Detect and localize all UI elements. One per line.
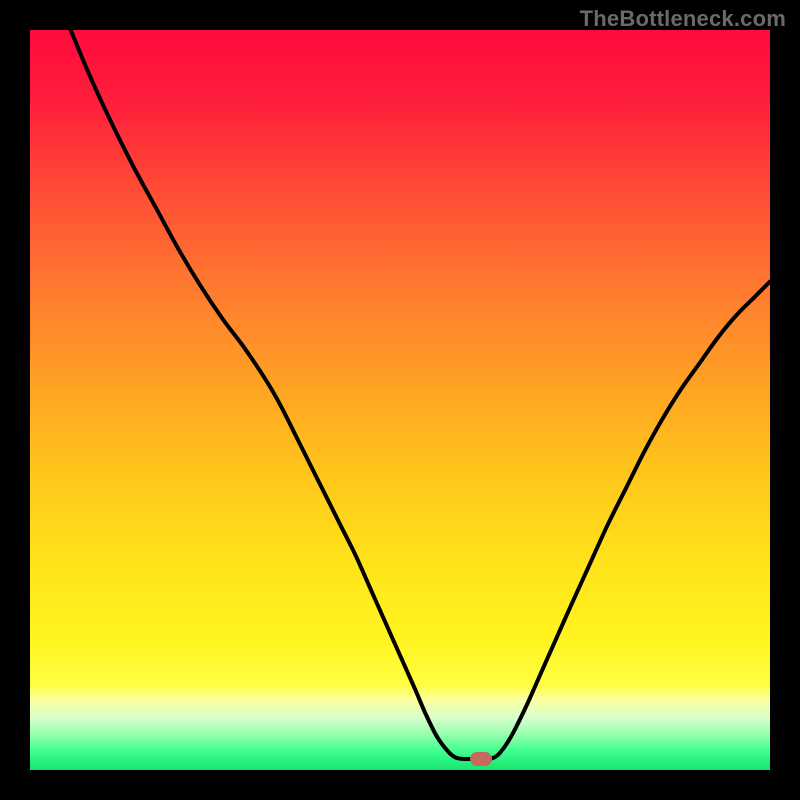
plot-area [30, 30, 770, 770]
watermark-text: TheBottleneck.com [580, 6, 786, 32]
chart-frame: TheBottleneck.com [0, 0, 800, 800]
optimal-marker [470, 752, 492, 766]
bottleneck-curve [30, 30, 770, 770]
